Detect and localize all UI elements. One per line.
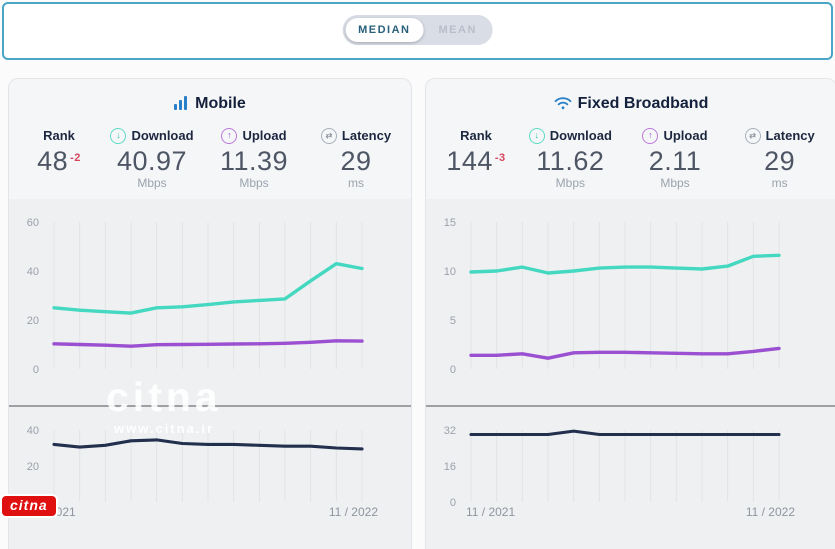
mobile-latency-chart: 40200202111 / 2022 [27, 425, 379, 519]
mobile-rank-stat: Rank 48 -2 [17, 127, 101, 190]
fixed-upload-label: Upload [663, 128, 708, 143]
fixed-speed-chart: 15 10 5 0 [444, 217, 781, 376]
mobile-latency-stat: ⇄ Latency 29 ms [305, 127, 407, 190]
fixed-stats-row: Rank 144 -3 ↓ Download 11.62 Mbps ↑ Upload … [434, 127, 832, 190]
fixed-latency-chart: 32 16 0 11 / 2021 11 / 2022 [444, 425, 796, 519]
fixed-download-stat: ↓ Download 11.62 Mbps [518, 127, 623, 190]
fixed-rank-label: Rank [460, 128, 492, 143]
fixed-download-unit: Mbps [555, 176, 585, 191]
mobile-upload-value: 11.39 [219, 146, 289, 176]
upload-arrow-icon: ↑ [221, 127, 238, 144]
citna-logo-badge: citna [0, 494, 58, 518]
fixed-upload-value: 2.11 [648, 146, 702, 176]
mobile-upload-label: Upload [242, 128, 287, 143]
svg-text:11 / 2021: 11 / 2021 [466, 505, 515, 519]
download-arrow-icon: ↓ [528, 127, 545, 144]
mobile-chart-divider [9, 405, 411, 407]
mobile-stats-row: Rank 48 -2 ↓ Download 40.97 Mbps ↑ Upload 1… [17, 127, 407, 190]
mobile-speed-chart: 60 40 20 0 [27, 217, 364, 376]
fixed-download-value: 11.62 [536, 146, 605, 176]
mobile-download-stat: ↓ Download 40.97 Mbps [101, 127, 203, 190]
fixed-chart-divider [426, 405, 835, 407]
mobile-download-unit: Mbps [137, 176, 167, 191]
svg-text:16: 16 [444, 461, 456, 473]
svg-text:0: 0 [450, 364, 456, 376]
wifi-icon [554, 97, 572, 110]
fixed-rank-stat: Rank 144 -3 [434, 127, 518, 190]
mobile-title-text: Mobile [195, 95, 246, 112]
svg-text:40: 40 [27, 425, 39, 437]
svg-text:0: 0 [450, 497, 456, 509]
fixed-latency-unit: ms [771, 176, 788, 191]
svg-text:20: 20 [27, 315, 39, 327]
svg-text:11 / 2022: 11 / 2022 [746, 505, 795, 519]
fixed-rank-value: 144 [446, 146, 493, 176]
fixed-title-text: Fixed Broadband [577, 95, 709, 112]
mobile-latency-label: Latency [341, 128, 392, 143]
svg-text:15: 15 [444, 217, 456, 229]
download-arrow-icon: ↓ [110, 127, 127, 144]
median-mean-toggle: MEDIAN MEAN [342, 15, 493, 45]
mobile-rank-label: Rank [43, 128, 75, 143]
fixed-broadband-card: Fixed Broadband Rank 144 -3 ↓ Download 11.… [425, 78, 835, 549]
fixed-download-label: Download [549, 128, 612, 143]
mobile-rank-delta: -2 [70, 152, 81, 164]
svg-text:11 / 2022: 11 / 2022 [329, 505, 378, 519]
svg-text:0: 0 [33, 364, 39, 376]
fixed-rank-delta: -3 [494, 152, 506, 164]
mobile-signal-bars-icon [174, 96, 188, 110]
mobile-upload-unit: Mbps [239, 176, 269, 191]
fixed-latency-label: Latency [765, 128, 815, 143]
toggle-option-median[interactable]: MEDIAN [345, 18, 424, 42]
svg-text:5: 5 [450, 315, 456, 327]
svg-text:40: 40 [27, 266, 39, 278]
toggle-option-mean[interactable]: MEAN [438, 24, 477, 36]
fixed-latency-value: 29 [764, 146, 796, 176]
svg-text:10: 10 [444, 266, 456, 278]
mobile-card: Mobile Rank 48 -2 ↓ Download 40.97 Mbps ↑ U… [8, 78, 412, 549]
upload-arrow-icon: ↑ [642, 127, 659, 144]
svg-text:60: 60 [27, 217, 39, 229]
mobile-chart-zone [9, 199, 411, 549]
mobile-rank-value: 48 [37, 146, 69, 176]
fixed-upload-stat: ↑ Upload 2.11 Mbps [623, 127, 728, 190]
mobile-download-value: 40.97 [116, 146, 188, 176]
metric-toolbar: MEDIAN MEAN [2, 2, 833, 60]
citna-watermark-text: citna [106, 374, 222, 420]
fixed-card-title: Fixed Broadband [426, 95, 835, 113]
mobile-latency-value: 29 [340, 146, 372, 176]
svg-text:32: 32 [444, 425, 456, 437]
mobile-latency-unit: ms [348, 176, 364, 191]
fixed-latency-stat: ⇄ Latency 29 ms [727, 127, 832, 190]
mobile-download-label: Download [131, 128, 194, 143]
latency-icon: ⇄ [320, 127, 337, 144]
svg-text:20: 20 [27, 461, 39, 473]
citna-watermark-url: www.citna.ir [114, 421, 215, 436]
mobile-upload-stat: ↑ Upload 11.39 Mbps [203, 127, 305, 190]
latency-icon: ⇄ [744, 127, 761, 144]
fixed-upload-unit: Mbps [660, 176, 690, 191]
mobile-card-title: Mobile [9, 95, 411, 113]
